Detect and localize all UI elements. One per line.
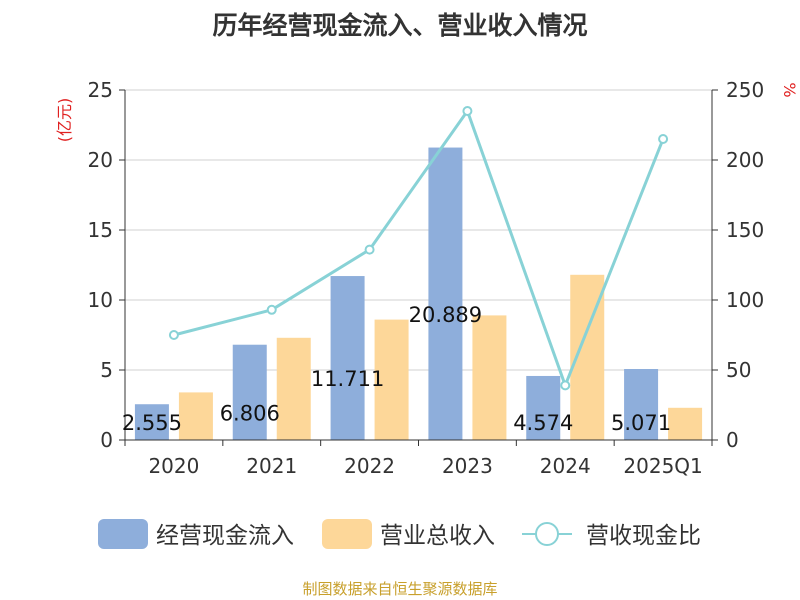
x-tick-label: 2023 [442, 454, 493, 478]
bar-data-label: 20.889 [409, 303, 482, 327]
bar [624, 369, 659, 440]
bar-data-label: 2.555 [122, 411, 182, 435]
bar-data-label: 4.574 [513, 411, 573, 435]
legend: 经营现金流入 营业总收入 营收现金比 [98, 519, 701, 549]
left-tick-label: 20 [88, 148, 113, 172]
bar-data-label: 5.071 [611, 411, 671, 435]
chart-title: 历年经营现金流入、营业收入情况 [212, 11, 588, 40]
data-labels: 2.555 6.806 11.711 20.889 4.574 5.071 [122, 303, 671, 435]
right-tick-label: 150 [726, 218, 764, 242]
x-tick-label: 2021 [246, 454, 297, 478]
left-tick-label: 10 [88, 288, 113, 312]
right-tick-label: 50 [726, 358, 751, 382]
legend-label: 营收现金比 [586, 523, 701, 549]
legend-swatch [322, 519, 372, 549]
line-point [462, 106, 473, 116]
left-tick-label: 15 [88, 218, 113, 242]
right-tick-label: 250 [726, 78, 764, 102]
x-tick-label: 2025Q1 [623, 454, 702, 478]
bar-data-label: 6.806 [220, 401, 280, 425]
x-tick-label: 2022 [344, 454, 395, 478]
bar [276, 337, 311, 440]
line-point [168, 330, 179, 340]
legend-label: 经营现金流入 [156, 523, 294, 549]
line-point [560, 380, 571, 391]
x-tick-label: 2020 [148, 454, 199, 478]
bar-series [134, 147, 703, 440]
legend-marker [535, 522, 559, 546]
left-tick-label: 25 [88, 78, 113, 102]
series-line [173, 107, 665, 390]
line-series [168, 106, 669, 391]
right-tick-label: 0 [726, 428, 739, 452]
legend-swatch [98, 519, 148, 549]
bar [178, 392, 213, 440]
right-tick-label: 100 [726, 288, 764, 312]
bar [330, 276, 365, 440]
bar [526, 375, 561, 440]
bar [668, 407, 703, 440]
bar [428, 147, 463, 440]
line-point [266, 304, 277, 315]
line-point [364, 244, 375, 255]
left-tick-label: 0 [100, 428, 113, 452]
bar [374, 319, 409, 440]
x-tick-label: 2024 [540, 454, 591, 478]
right-axis-unit: % [780, 82, 799, 97]
bar [232, 344, 267, 440]
legend-label: 营业总收入 [380, 523, 495, 549]
right-tick-label: 200 [726, 148, 764, 172]
line-point [658, 134, 669, 144]
data-source-note: 制图数据来自恒生聚源数据库 [302, 580, 498, 598]
bar [472, 315, 507, 440]
left-axis-unit: (亿元) [55, 98, 74, 143]
bar-data-label: 11.711 [311, 367, 384, 391]
grid-lines [125, 89, 712, 371]
bar [134, 404, 169, 440]
left-tick-label: 5 [100, 358, 113, 382]
